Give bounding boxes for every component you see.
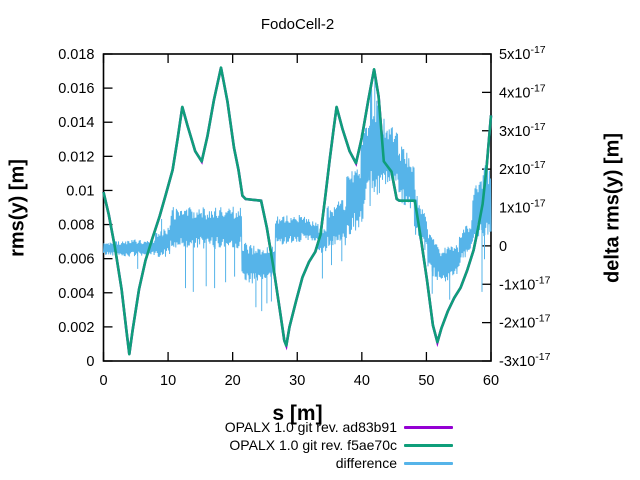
x-tick-label: 60 [483, 373, 499, 389]
legend-item-difference: difference [0, 453, 453, 471]
difference-trace [103, 78, 492, 312]
y-tick-label: 0.014 [58, 115, 94, 131]
y-tick-label: 0.008 [58, 218, 94, 234]
y-tick-label: 0.002 [58, 320, 94, 336]
y2-tick-label: -1x10-17 [499, 274, 551, 293]
y2-tick-label: 3x10-17 [499, 121, 546, 140]
y2-tick-label: -3x10-17 [499, 351, 551, 370]
x-tick-label: 50 [418, 373, 434, 389]
y2-tick-label: 0 [499, 239, 507, 255]
y2-tick-label: 4x10-17 [499, 82, 546, 101]
y-tick-label: 0.012 [58, 149, 94, 165]
legend-line-sample-green [404, 443, 453, 447]
legend-label: difference [335, 455, 397, 472]
y-tick-label: 0.006 [58, 252, 94, 268]
y2-tick-label: 2x10-17 [499, 159, 546, 178]
y-tick-label: 0 [86, 354, 94, 370]
legend-line-sample-purple [404, 425, 453, 429]
legend-item-f5ae70c: OPALX 1.0 git rev. f5ae70c [0, 435, 453, 453]
y2-tick-label: 1x10-17 [499, 198, 546, 217]
x-tick-label: 20 [225, 373, 241, 389]
x-tick-label: 0 [99, 373, 107, 389]
x-axis-label: s [m] [272, 402, 323, 425]
legend-label: OPALX 1.0 git rev. f5ae70c [229, 437, 397, 454]
legend-item-ad83b91: OPALX 1.0 git rev. ad83b91 [0, 417, 453, 435]
y-tick-label: 0.01 [66, 183, 94, 199]
chart-title: FodoCell-2 [260, 16, 335, 33]
x-tick-label: 10 [160, 373, 176, 389]
series-line-f5ae70c [102, 66, 493, 356]
y-tick-label: 0.004 [58, 286, 94, 302]
x-tick-label: 30 [289, 373, 305, 389]
y2-tick-label: 5x10-17 [499, 44, 546, 63]
y2-tick-label: -2x10-17 [499, 313, 551, 332]
legend-line-sample-blue [404, 461, 453, 465]
y-tick-label: 0.016 [58, 81, 94, 97]
legend-label: OPALX 1.0 git rev. ad83b91 [224, 419, 397, 436]
y-tick-label: 0.018 [58, 47, 94, 63]
x-tick-label: 40 [354, 373, 370, 389]
